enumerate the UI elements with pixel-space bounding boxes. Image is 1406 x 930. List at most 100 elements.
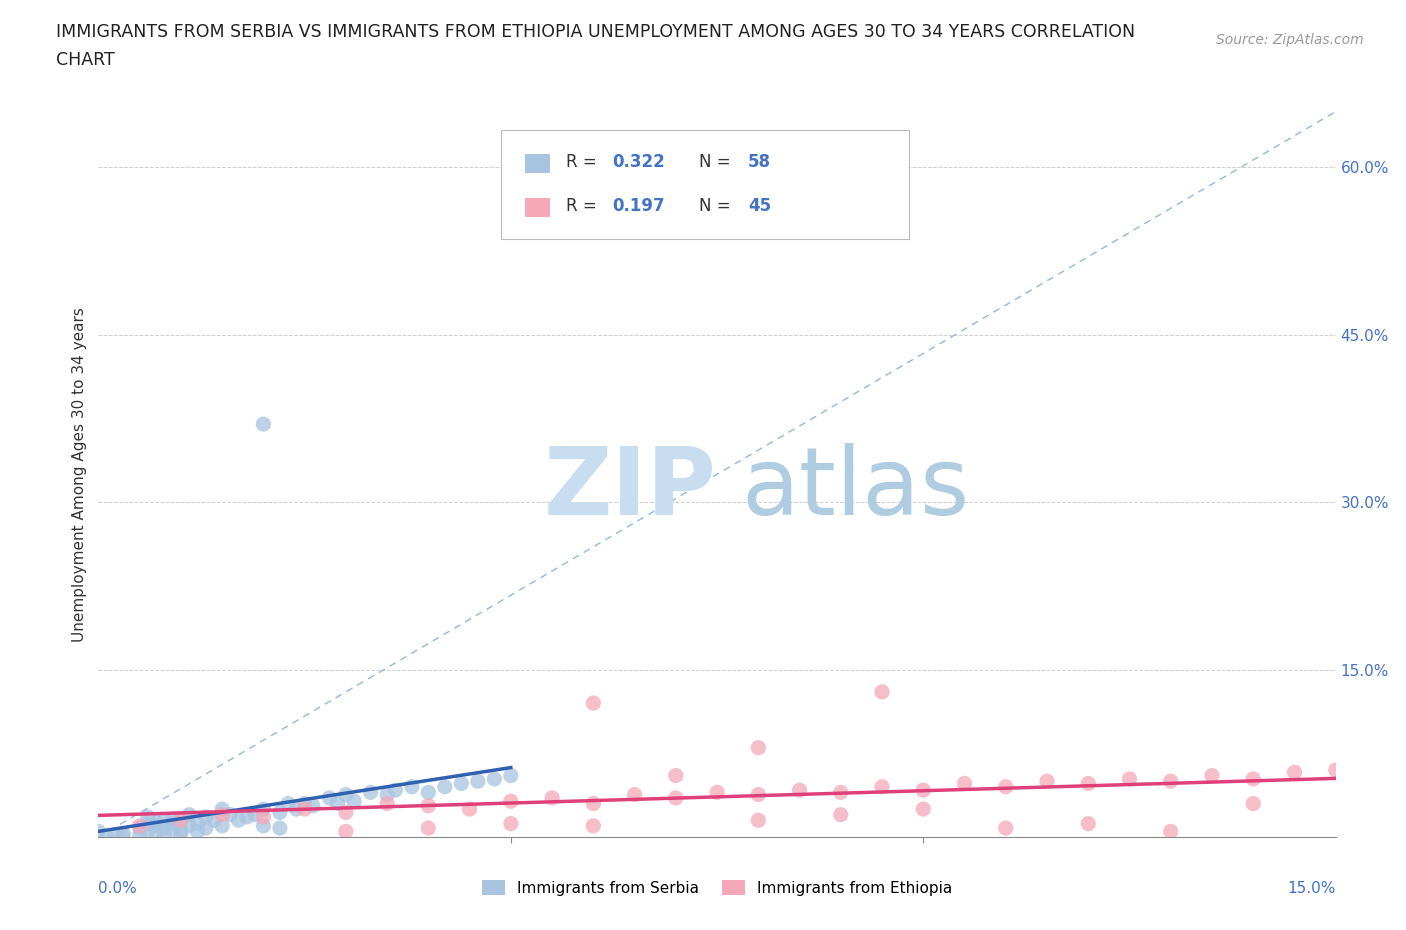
Point xyxy=(96,830,118,844)
Point xyxy=(912,783,935,798)
Point xyxy=(1118,772,1140,787)
Point xyxy=(1077,817,1099,831)
Point xyxy=(1241,772,1264,787)
Point xyxy=(789,783,811,798)
Point xyxy=(162,822,184,837)
Point xyxy=(252,417,274,432)
Point xyxy=(326,796,349,811)
Point xyxy=(128,820,150,835)
Point xyxy=(153,828,176,843)
Point xyxy=(335,824,357,839)
Point xyxy=(541,790,564,805)
Text: N =: N = xyxy=(699,197,735,215)
Text: 58: 58 xyxy=(748,153,770,171)
Point xyxy=(302,798,325,813)
Text: N =: N = xyxy=(699,153,735,171)
Point xyxy=(112,829,135,844)
FancyBboxPatch shape xyxy=(501,130,908,239)
Text: 15.0%: 15.0% xyxy=(1288,881,1336,896)
Point xyxy=(104,829,127,844)
Point xyxy=(252,818,274,833)
Point xyxy=(87,824,110,839)
Point xyxy=(136,817,159,831)
Point xyxy=(170,813,193,828)
Point xyxy=(219,807,242,822)
Point xyxy=(747,787,769,802)
Point xyxy=(499,817,522,831)
Point xyxy=(484,772,506,787)
Text: 0.197: 0.197 xyxy=(612,197,665,215)
Point xyxy=(285,802,308,817)
Point xyxy=(194,809,217,824)
Point xyxy=(145,825,167,840)
Point xyxy=(136,824,159,839)
Point xyxy=(153,820,176,835)
Text: Source: ZipAtlas.com: Source: ZipAtlas.com xyxy=(1216,33,1364,46)
Point xyxy=(136,809,159,824)
Point xyxy=(252,809,274,824)
Point xyxy=(953,776,976,790)
Point xyxy=(343,794,366,809)
Point xyxy=(243,807,266,822)
Text: atlas: atlas xyxy=(742,443,970,535)
Text: 45: 45 xyxy=(748,197,770,215)
Point xyxy=(994,820,1017,835)
Point xyxy=(418,820,440,835)
Point xyxy=(170,826,193,841)
Point xyxy=(384,783,406,798)
Point xyxy=(145,818,167,833)
Point xyxy=(211,807,233,822)
Point xyxy=(170,823,193,838)
Point xyxy=(128,828,150,843)
Point xyxy=(458,802,481,817)
Point xyxy=(194,820,217,835)
Point xyxy=(401,779,423,794)
Point xyxy=(186,817,208,831)
Point xyxy=(418,785,440,800)
Point xyxy=(153,813,176,828)
Point xyxy=(450,776,472,790)
Point xyxy=(830,785,852,800)
Point xyxy=(335,787,357,802)
Point xyxy=(269,820,291,835)
Point xyxy=(186,824,208,839)
Point xyxy=(1241,796,1264,811)
Text: ZIP: ZIP xyxy=(544,443,717,535)
Point xyxy=(211,818,233,833)
Point xyxy=(179,807,201,822)
Point xyxy=(1201,768,1223,783)
Point xyxy=(179,818,201,833)
Point xyxy=(706,785,728,800)
Point xyxy=(375,787,398,802)
Point xyxy=(1284,764,1306,779)
Point xyxy=(1160,824,1182,839)
Text: 0.0%: 0.0% xyxy=(98,881,138,896)
Point xyxy=(1077,776,1099,790)
Point xyxy=(211,802,233,817)
Point xyxy=(294,802,316,817)
Point xyxy=(277,796,299,811)
Point xyxy=(418,798,440,813)
Text: CHART: CHART xyxy=(56,51,115,69)
Point xyxy=(582,696,605,711)
Point xyxy=(830,807,852,822)
Point xyxy=(145,815,167,830)
Point xyxy=(269,805,291,820)
Point xyxy=(747,813,769,828)
Point xyxy=(747,740,769,755)
Point xyxy=(375,796,398,811)
Point xyxy=(360,785,382,800)
Legend: Immigrants from Serbia, Immigrants from Ethiopia: Immigrants from Serbia, Immigrants from … xyxy=(475,873,959,902)
Text: R =: R = xyxy=(567,197,602,215)
Point xyxy=(1160,774,1182,789)
Point xyxy=(665,790,688,805)
Point xyxy=(236,809,259,824)
Point xyxy=(499,794,522,809)
Point xyxy=(623,787,645,802)
Point xyxy=(870,684,893,699)
Point xyxy=(294,796,316,811)
Point xyxy=(582,818,605,833)
Text: IMMIGRANTS FROM SERBIA VS IMMIGRANTS FROM ETHIOPIA UNEMPLOYMENT AMONG AGES 30 TO: IMMIGRANTS FROM SERBIA VS IMMIGRANTS FRO… xyxy=(56,23,1136,41)
Point xyxy=(870,779,893,794)
Point xyxy=(433,779,456,794)
